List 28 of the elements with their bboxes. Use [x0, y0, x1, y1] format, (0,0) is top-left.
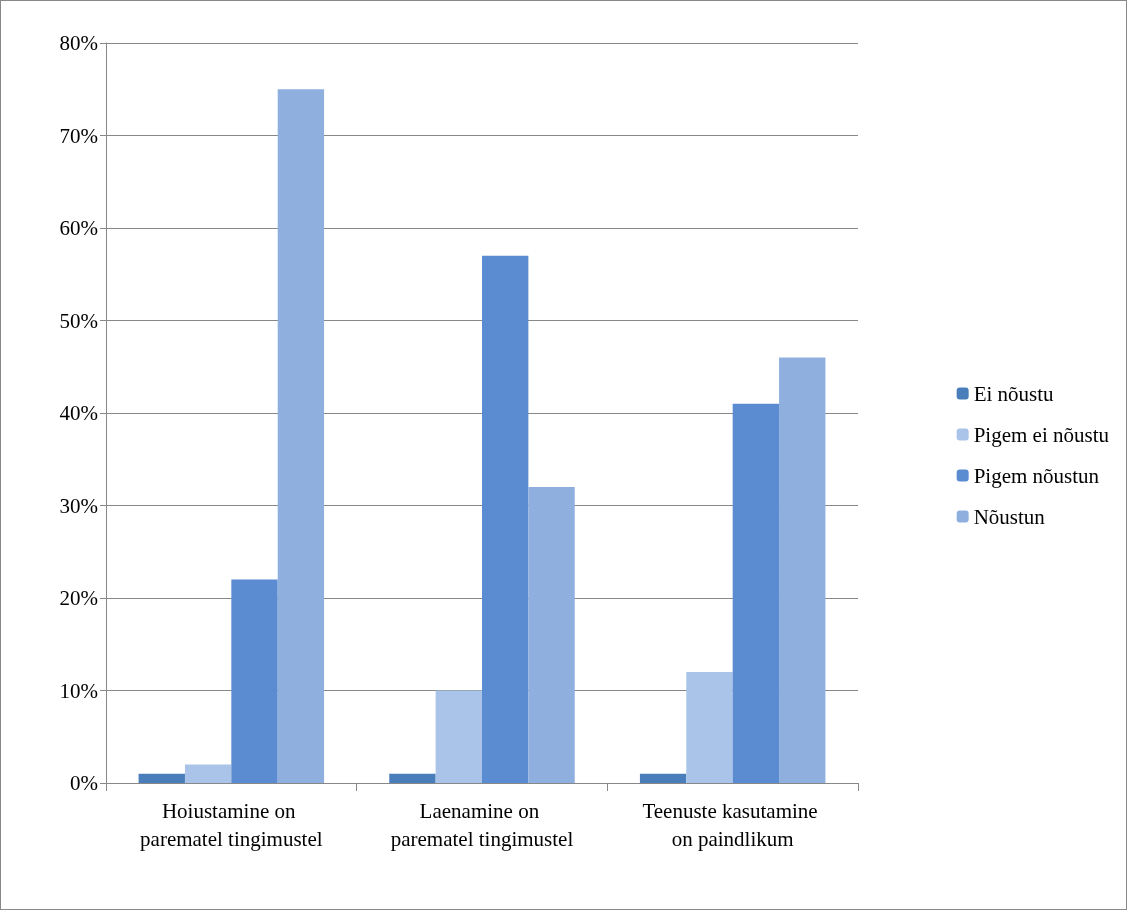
- legend-label: Pigem ei nõustu: [973, 422, 1110, 447]
- bar: [482, 255, 529, 783]
- bar: [277, 89, 325, 783]
- y-tick-label: 0%: [70, 771, 98, 795]
- bar: [732, 403, 780, 783]
- y-tick-label: 60%: [59, 216, 98, 240]
- bar: [231, 579, 278, 783]
- bar: [779, 357, 826, 783]
- y-tick-label: 30%: [59, 493, 98, 518]
- y-tick-label: 80%: [59, 31, 98, 55]
- x-tick-label: Teenuste kasutamine on paindlikum: [642, 799, 823, 851]
- y-tick-label: 50%: [59, 308, 98, 333]
- bar: [639, 773, 687, 783]
- bar: [184, 764, 232, 783]
- bar: [389, 773, 436, 783]
- y-tick-label: 40%: [59, 401, 98, 425]
- legend-label: Ei nõustu: [973, 381, 1055, 406]
- legend-label: Nõustun: [973, 504, 1046, 529]
- x-tick-label: Laenamine on parematel tingimustel: [390, 799, 574, 851]
- y-tick-label: 70%: [59, 123, 98, 148]
- bar: [528, 487, 575, 783]
- y-tick-label: 10%: [59, 678, 98, 703]
- legend-label: Pigem nõustun: [973, 463, 1100, 488]
- bar: [435, 690, 482, 783]
- y-tick-label: 20%: [59, 586, 98, 610]
- bar: [686, 672, 733, 783]
- x-tick-label: Hoiustamine on parematel tingimustel: [140, 799, 323, 851]
- bar: [138, 773, 185, 783]
